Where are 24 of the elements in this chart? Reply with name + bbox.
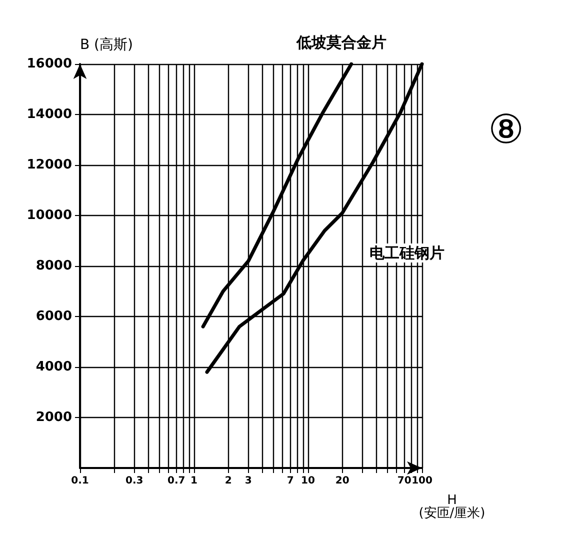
y-tick-label: 14000 — [26, 107, 72, 122]
y-tick-label: 12000 — [26, 158, 72, 172]
y-tick-label: 10000 — [26, 208, 72, 223]
x-axis-title: H (安匝/厘米) — [418, 493, 486, 521]
x-tick-label: 100 — [412, 476, 432, 486]
series-label: 低坡莫合金片 — [295, 34, 386, 52]
y-tick-label: 16000 — [26, 56, 72, 72]
x-tick-label: 70 — [397, 476, 412, 486]
x-tick-label: 3 — [244, 476, 252, 486]
y-tick-label: 8000 — [36, 258, 72, 274]
x-tick-label: 7 — [286, 476, 294, 486]
x-tick-label: 1 — [190, 476, 198, 486]
text: ⑧ — [488, 107, 524, 153]
x-tick-label: 0.1 — [71, 476, 89, 486]
x-tick-label: 20 — [335, 476, 350, 486]
y-tick-label: 2000 — [36, 410, 72, 425]
x-tick-label: 2 — [224, 476, 232, 486]
y-tick-label: 6000 — [36, 309, 72, 324]
text: 电工硅钢片 — [369, 244, 444, 262]
x-tick-label: 10 — [301, 476, 315, 486]
x-tick-label: 0.7 — [167, 476, 186, 486]
y-axis-title: B (高斯) — [80, 37, 133, 53]
y-tick-label: 4000 — [36, 360, 72, 374]
x-tick-label: 0.3 — [126, 476, 144, 486]
